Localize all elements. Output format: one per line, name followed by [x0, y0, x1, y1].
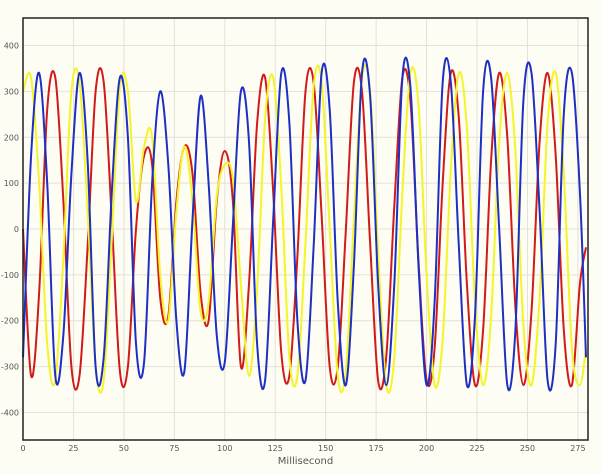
x-tick-label: 175	[368, 444, 383, 453]
x-tick-label: 75	[169, 444, 179, 453]
x-tick-label: 275	[570, 444, 585, 453]
y-tick-label: 100	[4, 179, 19, 188]
series-line-3	[22, 56, 587, 392]
x-tick-label: 150	[318, 444, 333, 453]
y-tick-label: -300	[1, 363, 19, 372]
x-tick-label: 50	[119, 444, 129, 453]
series-line-2	[22, 63, 587, 394]
tick-labels: 0 25 50 75 100 125 150 175 200 225 250 275 -400 -300 -…	[1, 42, 586, 453]
x-axis-label: Millisecond	[278, 456, 333, 467]
y-tick-label: 300	[4, 87, 19, 96]
x-tick-label: 250	[520, 444, 535, 453]
x-tick-label: 200	[419, 444, 434, 453]
y-tick-label: -400	[1, 408, 19, 417]
x-tick-label: 225	[469, 444, 484, 453]
y-tick-label: 200	[4, 133, 19, 142]
series-layer	[22, 56, 587, 394]
y-tick-label: 0	[14, 225, 19, 234]
x-tick-label: 25	[68, 444, 78, 453]
x-tick-label: 0	[20, 444, 25, 453]
y-tick-label: -200	[1, 317, 19, 326]
x-tick-label: 125	[268, 444, 283, 453]
y-tick-label: 400	[4, 42, 19, 51]
y-tick-label: -100	[1, 271, 19, 280]
plot-frame	[22, 17, 589, 441]
x-tick-label: 100	[217, 444, 232, 453]
